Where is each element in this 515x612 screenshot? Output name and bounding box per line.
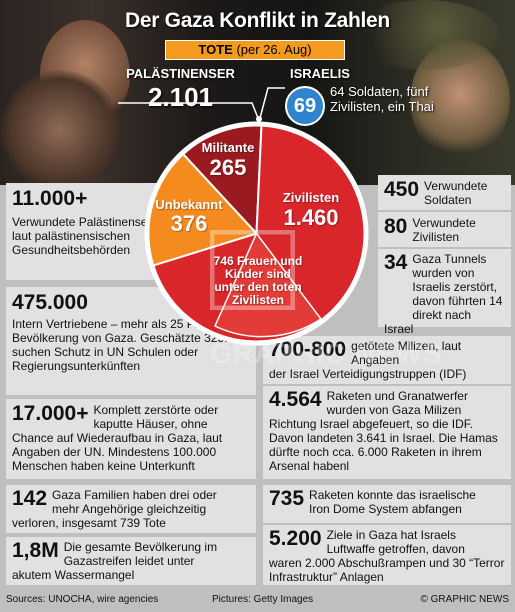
stat-text-a: Ziele in Gaza hat Israels Luftwaffe getr… <box>326 528 465 556</box>
stat-text-b: verloren, insgesamt 739 Tote <box>12 516 166 530</box>
stat-number: 1,8M <box>12 539 59 562</box>
stat-text-b: Chance auf Wiederaufbau in Gaza, laut An… <box>12 431 223 473</box>
stat-number: 11.000+ <box>12 187 88 210</box>
stat-number: 700-800 <box>269 338 347 361</box>
stat-panel-rockets-fired: 4.564 Raketen und Granatwerfer wurden vo… <box>263 386 511 479</box>
stat-number: 475.000 <box>12 291 88 314</box>
stat-text-a: getötete Milizen, laut Angaben <box>351 339 462 367</box>
sources-text: Sources: UNOCHA, wire agencies <box>6 594 159 605</box>
stat-text: Verwundete Soldaten <box>424 179 488 207</box>
stat-text-b: akutem Wassermangel <box>12 568 135 582</box>
stat-text: Raketen konnte das israelische Iron Dome… <box>309 488 476 516</box>
stat-text-a: Komplett zerstörte oder kaputte Häuser, … <box>93 403 219 431</box>
pie-value-militants: 265 <box>209 155 247 180</box>
pie-slice-unknown <box>147 152 259 267</box>
pie-value-unknown: 376 <box>170 211 208 236</box>
tote-date: (per 26. Aug) <box>236 42 312 57</box>
stat-text-b: der Israel Verteidigungstruppen (IDF) <box>269 367 467 381</box>
stat-panel-iron-dome: 735 Raketen konnte das israelische Iron … <box>263 485 511 523</box>
stat-text-a: Gaza Familien haben drei oder mehr Angeh… <box>52 488 217 516</box>
stat-panel-targets: 5.200 Ziele in Gaza hat Israels Luftwaff… <box>263 525 511 585</box>
deaths-date-box: TOTE (per 26. Aug) <box>165 40 345 60</box>
stat-text: Verwundete Zivilisten <box>412 216 476 244</box>
deaths-pie-chart <box>144 121 369 346</box>
stat-panel-wounded-soldiers: 450 Verwundete Soldaten <box>378 175 511 210</box>
stat-number: 17.000+ <box>12 402 89 425</box>
stat-number: 450 <box>384 178 420 201</box>
pie-label-civilians: Zivilisten <box>282 190 340 205</box>
stat-text-a: Gaza Tunnels wurden von Israelis zerstör… <box>412 252 503 322</box>
israelis-total-badge: 69 <box>285 86 325 126</box>
photo-helmet <box>350 0 500 70</box>
palestinians-label: PALÄSTINENSER <box>126 66 235 81</box>
stat-panel-water: 1,8M Die gesamte Bevölkerung im Gazastre… <box>6 537 256 585</box>
stat-number: 80 <box>384 215 408 238</box>
stat-text-b: waren 2.000 Abschußrampen und 30 “Terror… <box>269 556 505 584</box>
stat-number: 34 <box>384 251 408 274</box>
header-photo <box>0 0 515 190</box>
pictures-credit: Pictures: Getty Images <box>212 594 314 605</box>
palestinians-total: 2.101 <box>147 82 214 112</box>
stat-number: 5.200 <box>269 527 322 550</box>
pie-label-unknown: Unbekannt <box>155 197 223 212</box>
stat-number: 4.564 <box>269 388 322 411</box>
pie-slice-militants <box>181 124 263 236</box>
stat-panel-tunnels: 34 Gaza Tunnels wurden von Israelis zers… <box>378 249 511 336</box>
israelis-label: ISRAELIS <box>290 66 350 81</box>
copyright-credit: © GRAPHIC NEWS <box>420 594 510 605</box>
stat-text-a: Raketen und Granatwerfer wurden von Gaza… <box>326 389 468 417</box>
pie-label-militants: Militante <box>201 140 255 155</box>
stat-text-b: Israel <box>384 322 414 336</box>
pie-slice-women-children <box>214 232 323 338</box>
stat-number: 735 <box>269 487 305 510</box>
pie-slice-civilians <box>152 124 366 343</box>
israelis-detail: 64 Soldaten, fünf Zivilisten, ein Thai <box>330 84 434 114</box>
stat-panel-houses: 17.000+ Komplett zerstörte oder kaputte … <box>6 399 256 479</box>
footer: Sources: UNOCHA, wire agencies Pictures:… <box>0 588 515 612</box>
stat-panel-wounded-civilians: 80 Verwundete Zivilisten <box>378 212 511 247</box>
stat-panel-families: 142 Gaza Familien haben drei oder mehr A… <box>6 485 256 533</box>
pie-value-civilians: 1.460 <box>283 205 339 230</box>
page-title: Der Gaza Konflikt in Zahlen <box>125 9 390 32</box>
tote-label: TOTE <box>198 42 233 57</box>
stat-text-a: Die gesamte Bevölkerung im Gazastreifen … <box>63 540 218 568</box>
stat-text-b: Richtung Israel abgefeuert, so die IDF. … <box>269 417 498 473</box>
photo-child <box>0 70 120 190</box>
stat-panel-militants-killed: 700-800 getötete Milizen, laut Angaben d… <box>263 336 511 384</box>
stat-text: Verwundete Palästinenser, laut palästine… <box>12 215 155 257</box>
pie-note: 746 Frauen und Kinder sind unter den tot… <box>213 254 303 307</box>
stat-number: 142 <box>12 487 48 510</box>
